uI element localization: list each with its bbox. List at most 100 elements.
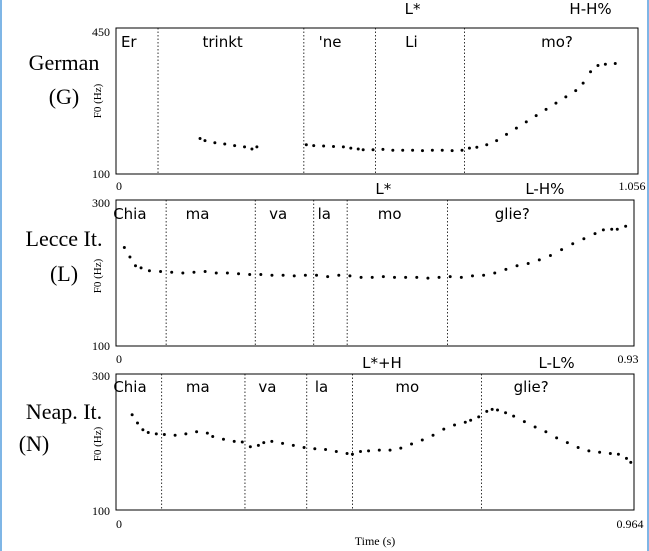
f0-point (571, 242, 575, 246)
f0-point (173, 433, 177, 437)
x-max-tick-label: 1.056 (619, 179, 646, 193)
f0-point (574, 89, 578, 93)
f0-point (214, 271, 218, 275)
f0-point (322, 144, 326, 148)
f0-point (211, 435, 215, 439)
f0-point (450, 149, 454, 153)
f0-point (304, 143, 308, 147)
f0-point (504, 267, 508, 271)
f0-point (377, 448, 381, 452)
f0-point (291, 443, 295, 447)
y-axis-label: F0 (Hz) (92, 83, 104, 118)
f0-point (128, 255, 132, 259)
syllable-label: mo (395, 378, 419, 396)
tone-label: L-H% (525, 180, 564, 198)
f0-point (221, 437, 225, 441)
f0-point (256, 443, 260, 447)
f0-point (526, 262, 530, 266)
boundary-lines (161, 374, 482, 510)
f0-point (348, 274, 352, 278)
tone-label: L* (405, 0, 421, 18)
f0-point (512, 414, 516, 418)
f0-point (437, 275, 441, 279)
f0-point (420, 149, 424, 153)
f0-point (198, 137, 202, 141)
f0-point (281, 273, 285, 277)
f0-point (122, 245, 126, 249)
panel-neapolitan: Neap. It. (N) 300 100 0 0.964 F0 (Hz) Ch… (19, 354, 644, 531)
y-max-tick-label: 300 (92, 196, 110, 210)
x-axis-label: Time (s) (355, 534, 396, 548)
plot-frame (115, 27, 639, 175)
syllable-label: glie? (495, 205, 530, 223)
tone-label: L-L% (539, 354, 575, 372)
syllable-label: trinkt (203, 33, 243, 51)
f0-point (601, 228, 605, 232)
f0-point (381, 275, 385, 279)
language-code: (L) (50, 261, 78, 286)
f0-point (262, 441, 266, 445)
f0-point (554, 101, 558, 105)
syllable-label: la (318, 205, 331, 223)
f0-point (467, 146, 471, 150)
f0-point (243, 145, 247, 149)
f0-point (141, 428, 145, 432)
f0-point (159, 270, 163, 274)
syllable-label: mo? (541, 33, 573, 51)
f0-point (162, 433, 166, 437)
f0-point (485, 143, 489, 147)
f0-point (469, 418, 473, 422)
x-max-tick-label: 0.964 (617, 517, 644, 531)
f0-point (514, 126, 518, 130)
f0-points (122, 224, 628, 280)
f0-point (184, 432, 188, 436)
f0-point (534, 114, 538, 118)
f0-point (485, 409, 489, 413)
f0-point (624, 224, 628, 228)
f0-point (391, 148, 395, 152)
syllable-label: Li (405, 33, 418, 51)
syllable-label: Chia (113, 205, 146, 223)
f0-point (146, 430, 150, 434)
f0-point (420, 438, 424, 442)
syllable-label: ma (186, 205, 210, 223)
f0-point (303, 273, 307, 277)
f0-point (359, 275, 363, 279)
f0-point (203, 270, 207, 274)
f0-point (326, 275, 330, 279)
syllable-labels: Chia ma va la mo glie? (113, 378, 548, 396)
syllable-labels: Er trinkt 'ne Li mo? (121, 33, 573, 51)
f0-point (392, 275, 396, 279)
f0-point (440, 148, 444, 152)
f0-point (596, 64, 600, 68)
y-min-tick-label: 100 (92, 339, 110, 353)
f0-point (388, 448, 392, 452)
f0-point (401, 148, 405, 152)
f0-point (603, 62, 607, 66)
syllable-label: Er (121, 33, 137, 51)
f0-point (223, 142, 227, 146)
x-min-tick-label: 0 (116, 179, 122, 193)
f0-point (337, 273, 341, 277)
f0-point (312, 144, 316, 148)
f0-point (181, 271, 185, 275)
f0-point (515, 264, 519, 268)
f0-point (544, 430, 548, 434)
syllable-label: Chia (113, 378, 146, 396)
f0-point (555, 436, 559, 440)
f0-point (315, 273, 319, 277)
f0-point (564, 95, 568, 99)
f0-point (130, 413, 134, 417)
f0-point (629, 460, 633, 464)
f0-point (548, 253, 552, 257)
f0-point (496, 408, 500, 412)
f0-point (334, 450, 338, 454)
f0-point (370, 275, 374, 279)
f0-point (248, 272, 252, 276)
f0-point (205, 431, 209, 435)
f0-point (313, 447, 317, 451)
f0-point (610, 227, 614, 231)
f0-point (608, 452, 612, 456)
f0-point (170, 270, 174, 274)
f0-point (225, 271, 229, 275)
